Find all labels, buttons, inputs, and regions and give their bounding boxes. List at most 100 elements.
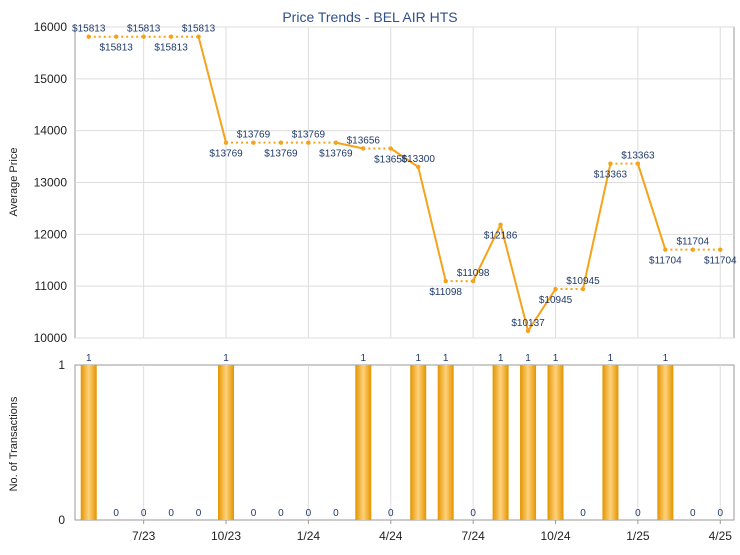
price-point — [470, 278, 476, 284]
chart-title: Price Trends - BEL AIR HTS — [282, 9, 457, 25]
transaction-bar — [492, 365, 509, 520]
transaction-count-label: 0 — [333, 508, 339, 519]
transaction-count-label: 1 — [663, 353, 669, 364]
x-tick-label: 4/25 — [709, 529, 733, 543]
transaction-count-label: 1 — [553, 353, 559, 364]
transaction-count-label: 0 — [388, 508, 394, 519]
transaction-count-label: 0 — [690, 508, 696, 519]
price-point — [608, 161, 613, 166]
transaction-bar — [520, 365, 537, 520]
price-line-segment — [335, 141, 364, 150]
price-tick-label: 11000 — [35, 279, 68, 293]
price-line-segment — [197, 36, 227, 143]
price-point — [690, 247, 696, 252]
price-line-segment — [636, 163, 667, 250]
price-point — [251, 140, 256, 145]
price-point — [196, 34, 201, 39]
price-point — [113, 34, 119, 39]
transaction-count-label: 1 — [498, 353, 504, 364]
transaction-count-label: 1 — [443, 353, 449, 364]
price-tick-label: 15000 — [34, 72, 68, 86]
price-tick-label: 13000 — [34, 176, 68, 190]
price-tick-label: 12000 — [34, 227, 68, 241]
transaction-count-label: 0 — [470, 508, 476, 519]
transaction-count-label: 0 — [168, 508, 174, 519]
price-point — [86, 34, 91, 39]
price-line-segment — [390, 147, 419, 168]
price-point-label: $13300 — [402, 154, 436, 165]
price-point — [278, 140, 284, 145]
price-point-label: $11704 — [704, 256, 737, 267]
price-point — [361, 146, 366, 151]
price-point-label: $11098 — [429, 287, 462, 298]
x-tick-label: 10/23 — [211, 529, 241, 543]
price-point-label: $13769 — [237, 130, 271, 141]
transactions-axis-label: No. of Transactions — [8, 396, 20, 491]
price-point-label: $10137 — [511, 318, 545, 329]
transaction-count-label: 1 — [608, 353, 614, 364]
price-axis-label: Average Price — [8, 148, 20, 217]
price-point — [580, 286, 586, 292]
price-point-label: $15813 — [154, 43, 188, 54]
price-point-label: $10945 — [566, 276, 600, 287]
price-point-label: $13769 — [209, 149, 243, 160]
transaction-count-label: 1 — [361, 353, 367, 364]
transaction-bar — [437, 365, 454, 520]
x-tick-label: 4/24 — [379, 529, 403, 543]
price-point — [333, 140, 339, 145]
price-point — [498, 222, 503, 227]
price-point — [718, 247, 723, 252]
price-point-label: $15813 — [127, 24, 161, 35]
transaction-count-label: 0 — [580, 508, 586, 519]
price-point-label: $13769 — [292, 130, 326, 141]
x-tick-label: 7/23 — [132, 529, 156, 543]
transaction-count-label: 0 — [141, 508, 147, 519]
transactions-tick-label: 1 — [58, 358, 65, 372]
transaction-count-label: 0 — [635, 508, 641, 519]
price-point — [663, 247, 668, 252]
price-point-label: $13656 — [374, 154, 408, 165]
price-point-label: $10945 — [539, 295, 573, 306]
price-line-segment — [582, 163, 612, 290]
price-tick-label: 14000 — [34, 124, 68, 138]
price-point — [141, 34, 146, 39]
price-point-label: $15813 — [100, 43, 134, 54]
x-tick-label: 10/24 — [541, 529, 571, 543]
price-line-segment — [472, 224, 502, 282]
x-tick-label: 7/24 — [461, 529, 485, 543]
transaction-bar — [218, 365, 235, 520]
price-point-label: $15813 — [182, 24, 216, 35]
price-point — [306, 140, 311, 145]
transaction-count-label: 1 — [415, 353, 421, 364]
transaction-count-label: 0 — [306, 508, 312, 519]
price-point-label: $11098 — [457, 268, 490, 279]
price-point-label: $13656 — [347, 135, 381, 146]
price-point-label: $12186 — [484, 231, 518, 242]
transaction-count-label: 0 — [251, 508, 257, 519]
price-tick-label: 10000 — [34, 331, 68, 345]
price-point-label: $13363 — [621, 151, 655, 162]
transaction-count-label: 0 — [113, 508, 119, 519]
transaction-count-label: 1 — [86, 353, 92, 364]
transaction-count-label: 0 — [278, 508, 284, 519]
transactions-tick-label: 0 — [58, 513, 65, 527]
transaction-bar — [657, 365, 674, 520]
transaction-count-label: 1 — [223, 353, 229, 364]
price-point — [443, 278, 448, 284]
transaction-count-label: 1 — [525, 353, 531, 364]
transaction-bar — [602, 365, 619, 520]
price-line-segment — [527, 288, 557, 332]
price-point — [635, 161, 641, 166]
transaction-bar — [547, 365, 564, 520]
transaction-bar — [80, 365, 97, 520]
price-point — [168, 34, 174, 39]
price-point-label: $13769 — [264, 149, 298, 160]
price-point — [553, 286, 558, 292]
transaction-bar — [355, 365, 372, 520]
price-point-label: $15813 — [72, 24, 106, 35]
price-point — [388, 146, 393, 151]
price-line-segment — [417, 166, 447, 282]
transactions-plot-frame — [74, 364, 735, 521]
